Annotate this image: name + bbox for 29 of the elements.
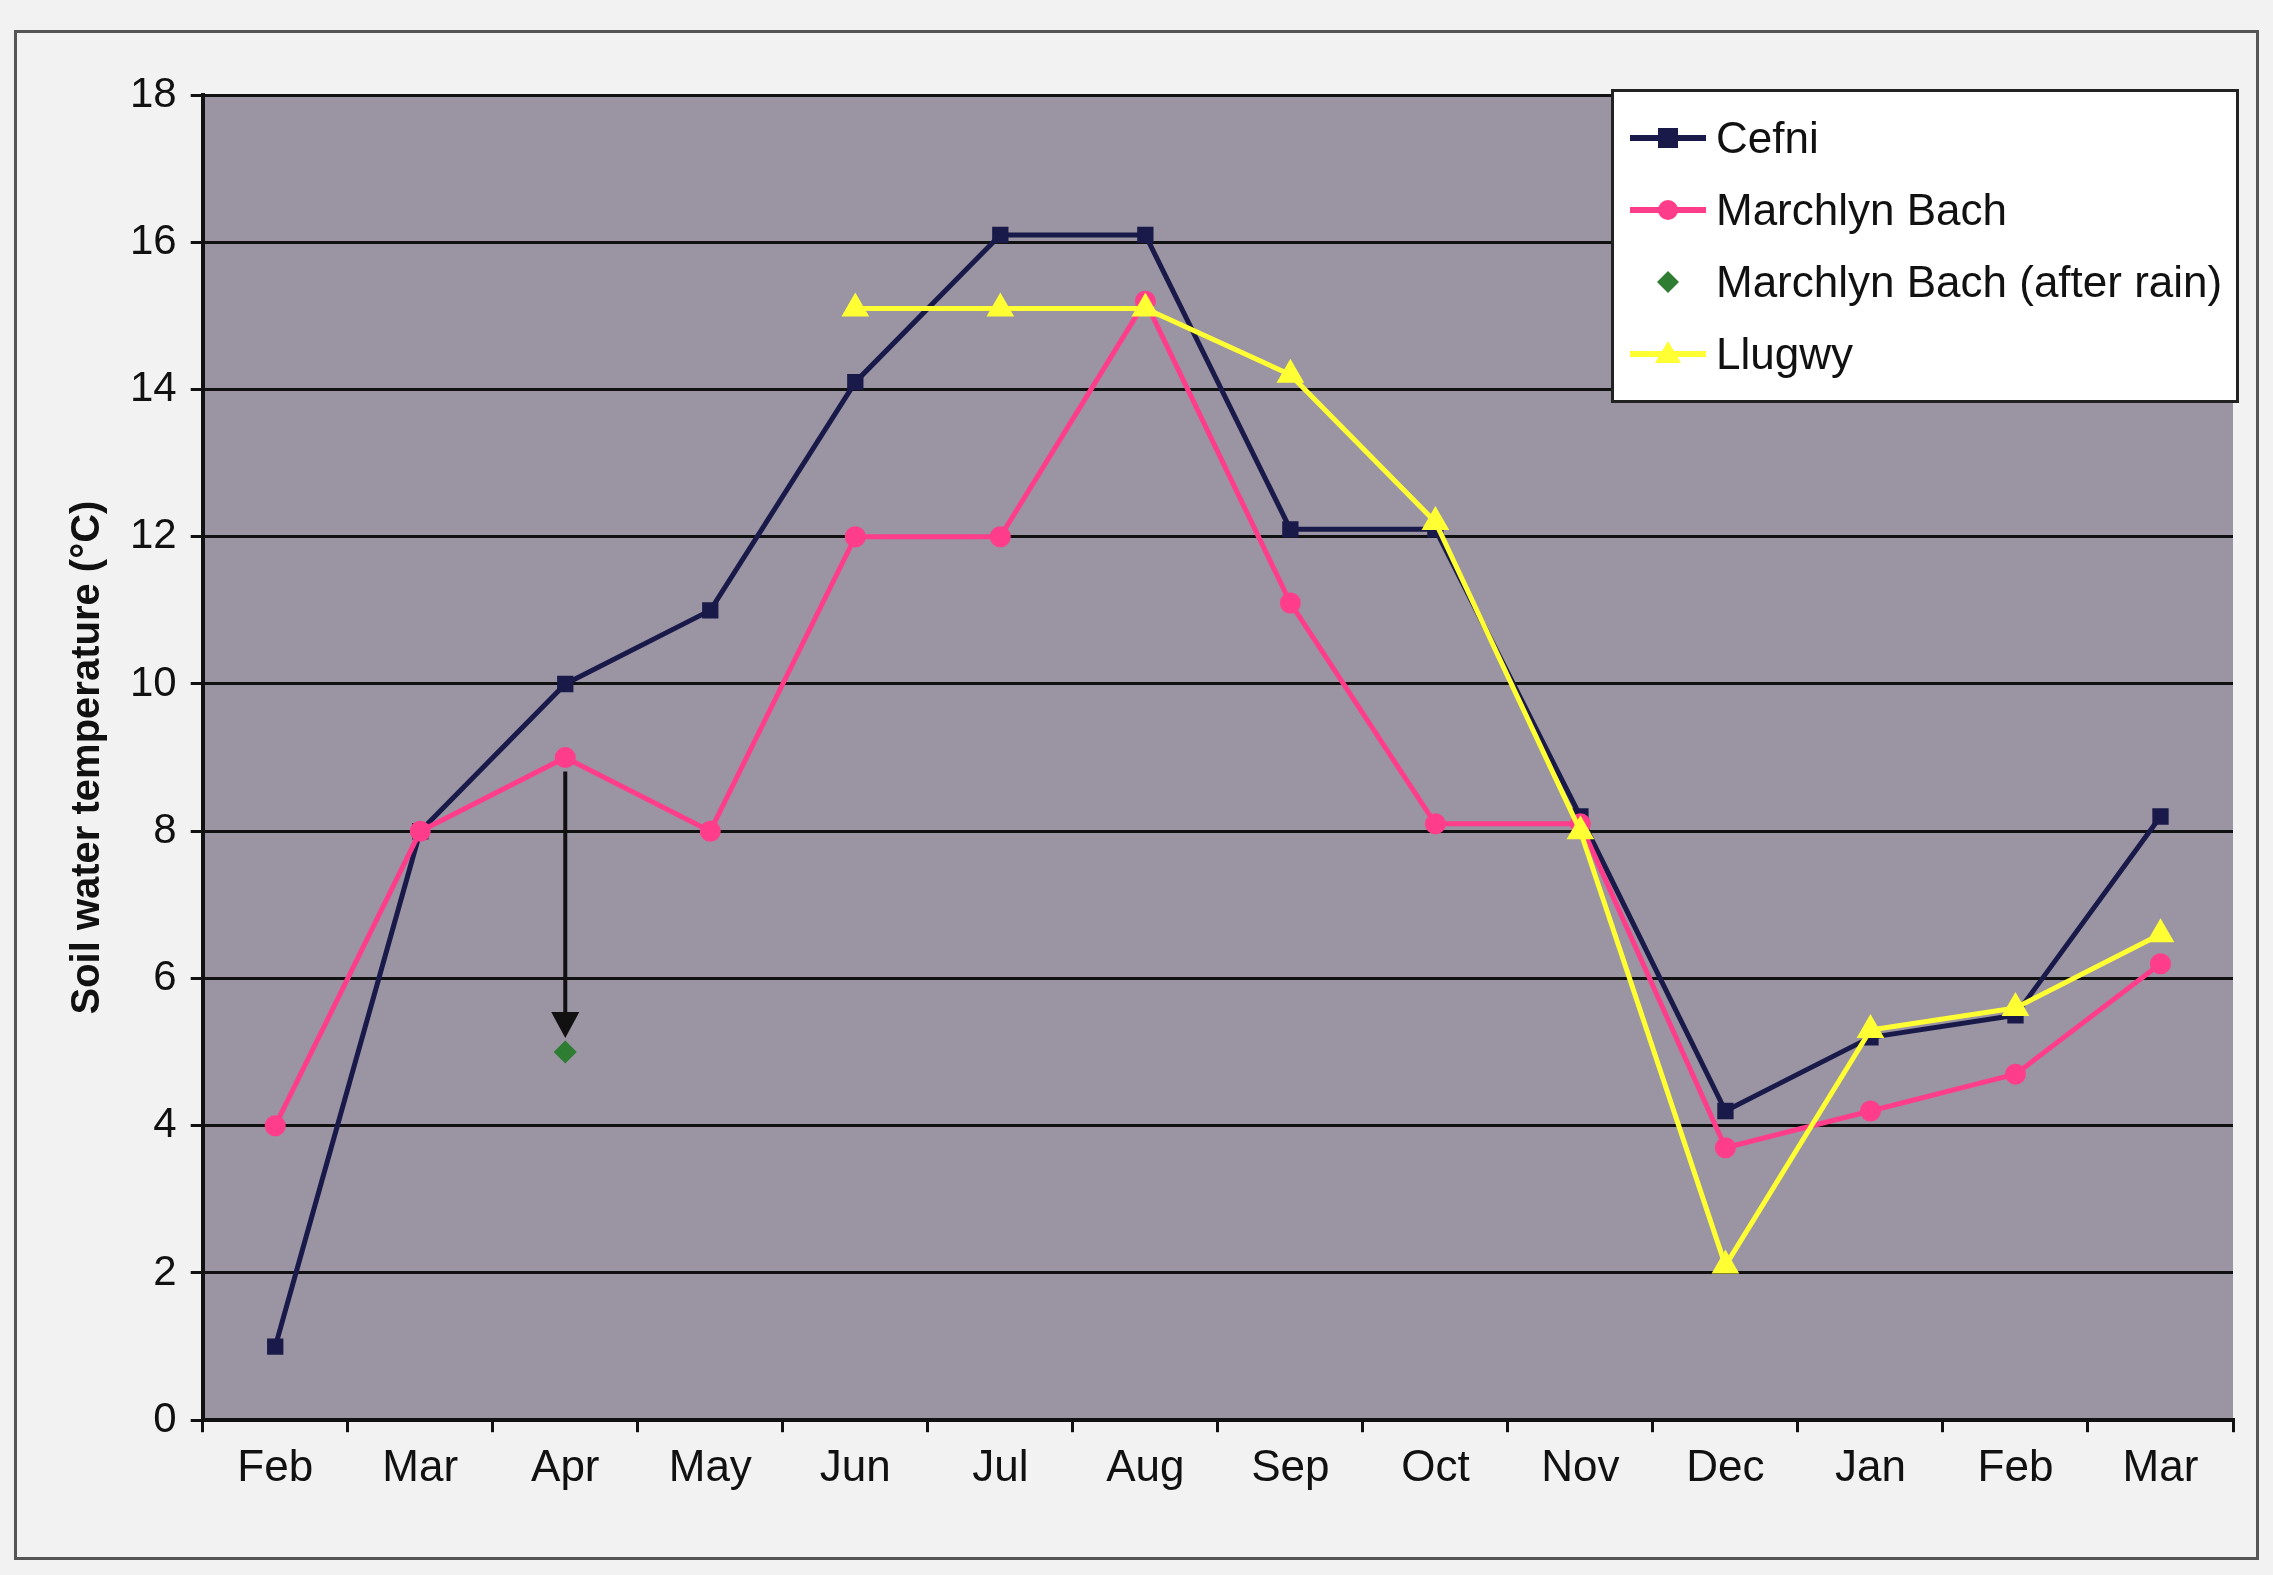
x-tick-label: Feb [1977, 1440, 2054, 1490]
x-tick-label: May [668, 1440, 752, 1490]
x-tick-label: Jul [972, 1440, 1029, 1490]
legend-label: Llugwy [1716, 329, 1853, 379]
x-tick-label: Sep [1251, 1440, 1330, 1490]
x-tick-label: Apr [531, 1440, 600, 1490]
y-tick-label: 4 [153, 1099, 177, 1147]
y-tick-label: 16 [130, 215, 177, 263]
y-tick-label: 14 [130, 363, 177, 411]
y-tick-label: 18 [130, 68, 177, 116]
x-tick-label: Jan [1834, 1440, 1906, 1490]
x-tick-label: Feb [237, 1440, 314, 1490]
y-tick-label: 2 [153, 1246, 177, 1294]
x-tick-label: Aug [1106, 1440, 1185, 1490]
legend-label: Marchlyn Bach [1716, 185, 2008, 235]
y-tick-label: 12 [130, 510, 177, 558]
y-tick-label: 10 [130, 657, 177, 705]
y-tick-label: 8 [153, 804, 177, 852]
x-tick-label: Mar [382, 1440, 459, 1490]
legend-label: Cefni [1716, 113, 1819, 163]
x-tick-label: Nov [1541, 1440, 1620, 1490]
y-tick-label: 6 [153, 952, 177, 1000]
x-tick-label: Jun [819, 1440, 891, 1490]
x-tick-label: Dec [1686, 1440, 1765, 1490]
y-axis-title: Soil water temperature (°C) [63, 500, 108, 1015]
y-tick-label: 0 [153, 1393, 177, 1441]
x-tick-label: Mar [2122, 1440, 2199, 1490]
legend-label: Marchlyn Bach (after rain) [1716, 257, 2223, 307]
x-tick-label: Oct [1401, 1440, 1470, 1490]
